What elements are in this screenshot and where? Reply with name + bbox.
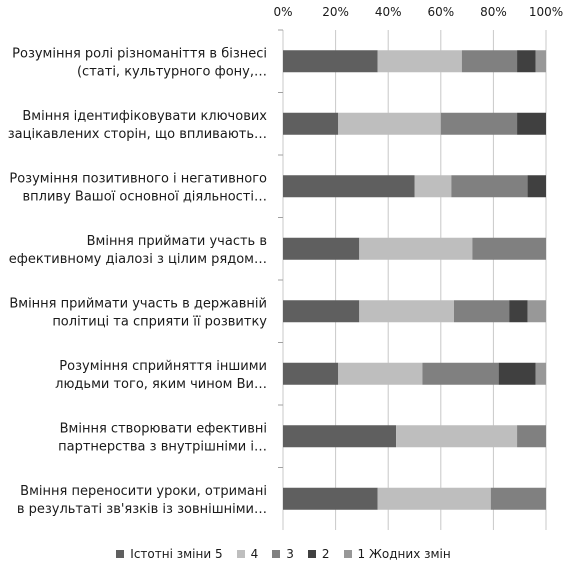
legend-item: 4 <box>236 547 259 561</box>
category-label: Вміння створювати ефективні <box>60 421 267 436</box>
category-label: зацікавлених сторін, що впливають… <box>8 127 267 142</box>
bar-segment <box>283 425 397 448</box>
category-label: Розуміння ролі різноманіття в бізнесі <box>12 46 267 61</box>
category-label: впливу Вашої основної діяльності… <box>23 189 267 204</box>
legend-swatch <box>236 550 245 558</box>
category-label: Вміння приймати участь в <box>87 234 267 249</box>
category-label: в результаті зв'язків із зовнішніми… <box>17 502 267 517</box>
x-tick-label: 40% <box>375 5 402 19</box>
legend-label: Істотні зміни 5 <box>130 547 223 561</box>
legend-label: 2 <box>321 547 330 561</box>
bar-segment <box>535 362 546 385</box>
legend-label: 4 <box>250 547 259 561</box>
bar-segment <box>517 425 546 448</box>
bar-segment <box>517 50 536 73</box>
category-label: ефективному діалозі з цілим рядом… <box>9 252 267 267</box>
bar-segment <box>377 487 491 510</box>
category-label: людьми того, яким чином Ви… <box>55 377 267 392</box>
bar-segment <box>283 362 339 385</box>
legend-item: 3 <box>272 547 294 561</box>
category-labels: Розуміння ролі різноманіття в бізнесі (ст… <box>8 46 268 517</box>
grid <box>278 29 547 530</box>
category-label: Розуміння сприйняття іншими <box>59 359 267 374</box>
bar-segment <box>359 300 454 323</box>
x-tick-label: 60% <box>427 5 454 19</box>
bar-segment <box>451 175 528 198</box>
category-label: політиці та сприяти її розвитку <box>52 314 267 329</box>
legend-swatch <box>307 550 316 558</box>
bar-segment <box>498 362 536 385</box>
category-label: Розуміння позитивного і негативного <box>9 171 267 186</box>
bar-segment <box>283 300 360 323</box>
bar-segment <box>338 362 423 385</box>
x-tick-label: 100% <box>529 5 563 19</box>
bar-segment <box>359 237 473 260</box>
bar-segment <box>283 487 378 510</box>
bar-segment <box>396 425 518 448</box>
bar-segment <box>490 487 546 510</box>
bars <box>283 50 546 510</box>
category-label: Вміння ідентифіковувати ключових <box>22 109 267 124</box>
bar-segment <box>283 237 360 260</box>
bar-segment <box>453 300 510 323</box>
category-label: партнерства з внутрішніми і… <box>58 439 267 454</box>
legend-item: Істотні зміни 5 <box>116 547 223 561</box>
legend: Істотні зміни 5 4 3 2 1 Жодних змін <box>0 544 567 564</box>
bar-segment <box>535 50 546 73</box>
bar-segment <box>414 175 452 198</box>
bar-segment <box>283 112 339 135</box>
bar-segment <box>283 175 415 198</box>
bar-segment <box>509 300 528 323</box>
bar-segment <box>283 50 378 73</box>
bar-segment <box>472 237 546 260</box>
category-label: Вміння переносити уроки, отримані <box>20 484 267 499</box>
bar-segment <box>338 112 441 135</box>
legend-swatch <box>272 550 281 558</box>
x-tick-label: 0% <box>273 5 292 19</box>
bar-segment <box>440 112 518 135</box>
legend-label: 3 <box>286 547 294 561</box>
category-label: Вміння приймати участь в державній <box>9 296 267 311</box>
x-tick-label: 20% <box>322 5 349 19</box>
legend-swatch <box>343 550 352 558</box>
bar-segment <box>527 300 546 323</box>
bar-segment <box>461 50 518 73</box>
category-label: (статі, культурного фону,… <box>77 64 267 79</box>
legend-swatch <box>116 550 125 558</box>
legend-label: 1 Жодних змін <box>357 547 451 561</box>
x-axis-ticks: 0% 20% 40% 60% 80% 100% <box>273 5 563 19</box>
bar-segment <box>377 50 462 73</box>
legend-item: 1 Жодних змін <box>343 547 451 561</box>
bar-segment <box>527 175 546 198</box>
bar-segment <box>517 112 546 135</box>
legend-item: 2 <box>307 547 330 561</box>
bar-segment <box>422 362 499 385</box>
x-tick-label: 80% <box>480 5 507 19</box>
